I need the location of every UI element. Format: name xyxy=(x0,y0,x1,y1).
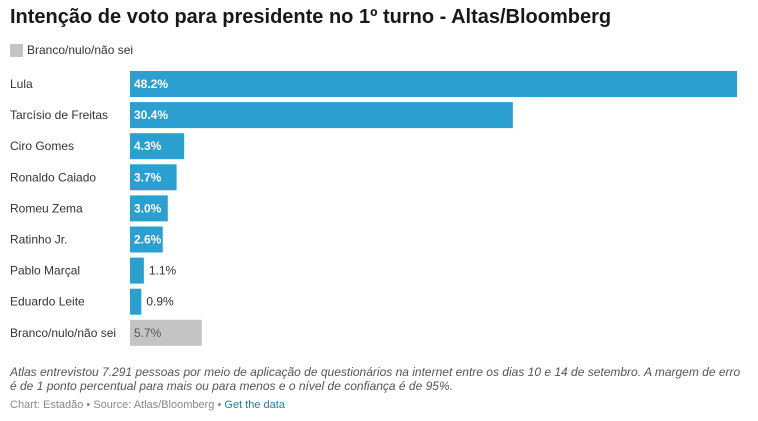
value-label: 30.4% xyxy=(134,108,168,122)
bar xyxy=(130,102,513,129)
source-credit: Source: Atlas/Bloomberg xyxy=(93,399,215,411)
legend-label: Branco/nulo/não sei xyxy=(27,43,134,57)
value-label: 1.1% xyxy=(149,264,177,278)
category-label: Ciro Gomes xyxy=(10,139,74,153)
bar xyxy=(130,71,737,97)
footer-separator: • xyxy=(214,399,225,411)
value-label: 4.3% xyxy=(134,139,162,153)
chart-footer: Chart: Estadão • Source: Atlas/Bloomberg… xyxy=(10,399,285,411)
bar xyxy=(130,226,163,253)
category-label: Ratinho Jr. xyxy=(10,233,67,247)
chart-credit: Chart: Estadão xyxy=(10,399,84,411)
legend-swatch xyxy=(10,43,23,57)
category-label: Eduardo Leite xyxy=(10,295,85,309)
chart-notes: Atlas entrevistou 7.291 pessoas por meio… xyxy=(10,365,741,393)
category-label: Pablo Marçal xyxy=(10,264,80,278)
legend: Branco/nulo/não sei xyxy=(10,42,133,58)
get-the-data-link[interactable]: Get the data xyxy=(224,399,285,411)
value-label: 3.0% xyxy=(134,201,162,215)
category-label: Tarcísio de Freitas xyxy=(10,108,108,122)
category-label: Ronaldo Caiado xyxy=(10,170,96,184)
bar xyxy=(130,319,202,346)
bar xyxy=(130,133,185,160)
value-label: 0.9% xyxy=(146,295,174,309)
bar xyxy=(130,257,144,284)
category-label: Lula xyxy=(10,77,33,91)
value-label: 3.7% xyxy=(134,170,162,184)
footer-separator: • xyxy=(83,399,94,411)
bar xyxy=(130,164,177,191)
bar xyxy=(130,288,142,315)
chart-title: Intenção de voto para presidente no 1º t… xyxy=(10,6,612,28)
value-label: 48.2% xyxy=(134,77,168,91)
bar xyxy=(130,195,168,222)
category-label: Romeu Zema xyxy=(10,201,83,215)
value-label: 2.6% xyxy=(134,233,162,247)
bar-chart: Lula 48.2% Tarcísio de Freitas 30.4% Ciro Go… xyxy=(10,71,737,346)
value-label: 5.7% xyxy=(134,326,162,340)
category-label: Branco/nulo/não sei xyxy=(10,326,116,340)
